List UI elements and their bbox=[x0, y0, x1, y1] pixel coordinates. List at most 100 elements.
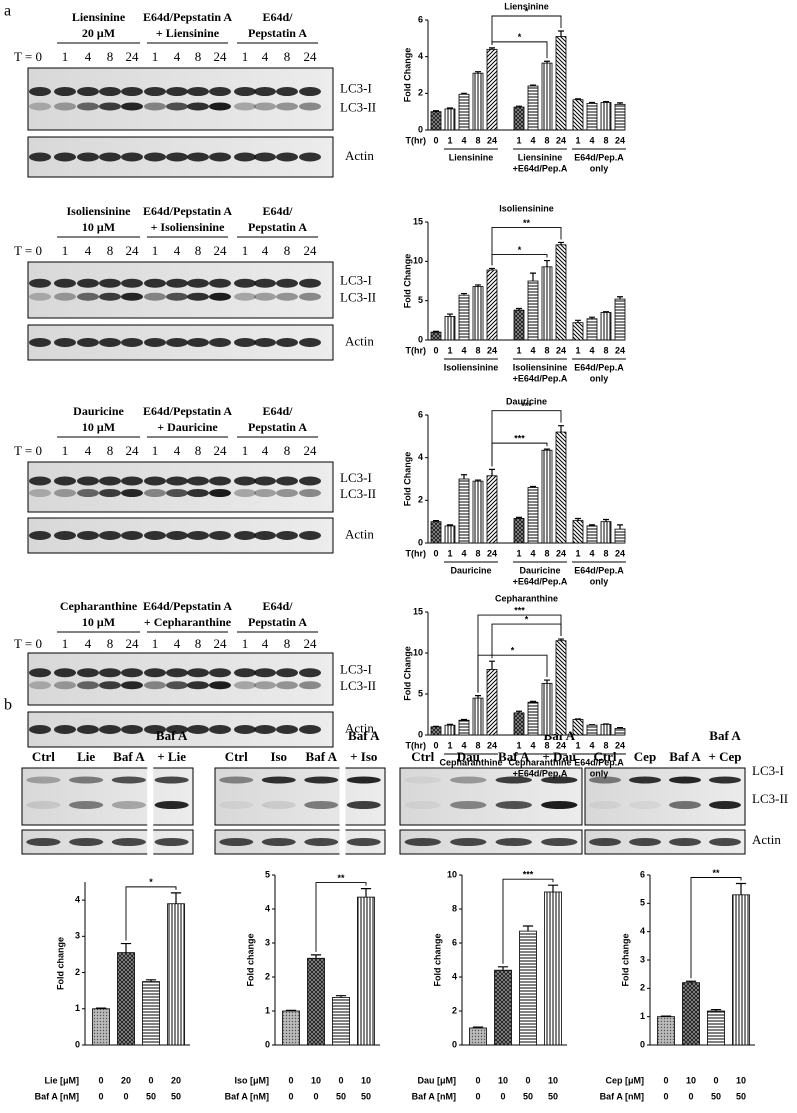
band-actin bbox=[234, 338, 256, 347]
band-lc3-ii bbox=[299, 293, 321, 301]
bar bbox=[431, 112, 441, 130]
x-tick-label: 24 bbox=[615, 345, 625, 355]
bar bbox=[333, 997, 350, 1045]
x-tick-label: 1 bbox=[447, 740, 452, 750]
band-lc3-i bbox=[669, 777, 701, 784]
x-prefix: T(hr) bbox=[406, 548, 427, 558]
band-actin bbox=[276, 338, 298, 347]
x-prefix: T(hr) bbox=[406, 345, 427, 355]
lane-label: 8 bbox=[107, 49, 114, 64]
lane-label: 8 bbox=[195, 636, 202, 651]
band-lc3-i bbox=[77, 87, 99, 96]
band-lc3-i bbox=[121, 279, 143, 288]
bar bbox=[495, 970, 512, 1045]
row-value: 10 bbox=[686, 1075, 696, 1085]
lane-label: 8 bbox=[284, 49, 291, 64]
loading-label: Actin bbox=[345, 526, 374, 541]
band-lc3-i bbox=[209, 279, 231, 288]
chart-title: Isoliensinine bbox=[499, 203, 554, 213]
row-value: 0 bbox=[663, 1091, 668, 1101]
band-lc3-ii bbox=[209, 102, 231, 110]
y-tick-label: 2 bbox=[640, 983, 645, 993]
lane-label: 4 bbox=[174, 636, 181, 651]
bar bbox=[514, 713, 524, 735]
band-actin bbox=[69, 838, 103, 846]
band-lc3-ii bbox=[121, 102, 143, 110]
band-actin bbox=[121, 531, 143, 540]
bar bbox=[528, 488, 538, 543]
x-tick-label: 8 bbox=[475, 135, 480, 145]
row-value: 50 bbox=[336, 1091, 346, 1101]
significance-label: *** bbox=[523, 870, 534, 880]
bar bbox=[445, 109, 455, 130]
blot-header: Cepharanthine bbox=[60, 599, 138, 613]
error-bar bbox=[489, 661, 495, 669]
y-tick-label: 10 bbox=[413, 256, 423, 266]
bar bbox=[514, 518, 524, 543]
y-tick-label: 15 bbox=[413, 606, 423, 616]
blot-membrane bbox=[28, 462, 333, 512]
row-value: 0 bbox=[688, 1091, 693, 1101]
band-lc3-i bbox=[166, 477, 188, 486]
y-tick-label: 0 bbox=[418, 124, 423, 134]
band-lc3-i bbox=[405, 777, 441, 784]
y-tick-label: 2 bbox=[418, 88, 423, 98]
band-lc3-i bbox=[77, 477, 99, 486]
band-lc3-i bbox=[276, 668, 298, 677]
band-lc3-ii bbox=[276, 489, 298, 497]
band-lc3-i bbox=[209, 87, 231, 96]
blot-header: Pepstatin A bbox=[248, 220, 307, 234]
band-lc3-i bbox=[77, 668, 99, 677]
bar bbox=[470, 1028, 487, 1045]
x-tick-label: 1 bbox=[447, 345, 452, 355]
bar bbox=[459, 720, 469, 735]
y-tick-label: 5 bbox=[265, 869, 270, 879]
band-actin bbox=[219, 838, 253, 846]
band-lc3-ii bbox=[26, 801, 60, 809]
x-tick-label: 0 bbox=[433, 740, 438, 750]
y-tick-label: 3 bbox=[265, 937, 270, 947]
group-label: only bbox=[590, 576, 609, 586]
y-tick-label: 0 bbox=[75, 1039, 80, 1049]
band-actin bbox=[77, 153, 99, 162]
blot-membrane bbox=[28, 262, 333, 318]
group-label: Cepharanthine bbox=[439, 757, 502, 767]
band-label: LC3-I bbox=[752, 763, 784, 778]
y-axis-label: Fold Change bbox=[402, 254, 412, 309]
band-lc3-ii bbox=[709, 801, 741, 809]
band-lc3-i bbox=[29, 87, 51, 96]
band-lc3-i bbox=[29, 279, 51, 288]
error-bar bbox=[617, 525, 623, 529]
band-actin bbox=[54, 338, 76, 347]
band-actin bbox=[669, 838, 701, 846]
bar bbox=[601, 312, 611, 340]
bar bbox=[487, 270, 497, 340]
band-lc3-i bbox=[234, 279, 256, 288]
band-lc3-ii bbox=[166, 293, 188, 301]
chart-title: Cepharanthine bbox=[495, 593, 558, 603]
lane-label: 4 bbox=[262, 49, 269, 64]
band-lc3-ii bbox=[166, 489, 188, 497]
lane-label: Baf A bbox=[113, 749, 145, 764]
band-lc3-i bbox=[629, 777, 661, 784]
band-lc3-ii bbox=[276, 102, 298, 110]
band-lc3-ii bbox=[669, 801, 701, 809]
x-tick-label: 1 bbox=[447, 135, 452, 145]
x-tick-label: 24 bbox=[556, 548, 566, 558]
lane-label: + Lie bbox=[157, 749, 186, 764]
y-tick-label: 0 bbox=[265, 1039, 270, 1049]
lane-label: 8 bbox=[195, 443, 202, 458]
lane-label: 8 bbox=[284, 636, 291, 651]
error-bar bbox=[121, 944, 131, 953]
x-tick-label: 4 bbox=[589, 345, 594, 355]
lane-label: 8 bbox=[284, 243, 291, 258]
band-lc3-i bbox=[187, 279, 209, 288]
x-tick-label: 1 bbox=[516, 345, 521, 355]
lane-label: 1 bbox=[242, 636, 249, 651]
bar bbox=[431, 727, 441, 735]
y-tick-label: 3 bbox=[640, 954, 645, 964]
x-tick-label: 8 bbox=[603, 548, 608, 558]
band-actin bbox=[209, 531, 231, 540]
band-lc3-i bbox=[209, 477, 231, 486]
error-bar bbox=[461, 475, 467, 479]
